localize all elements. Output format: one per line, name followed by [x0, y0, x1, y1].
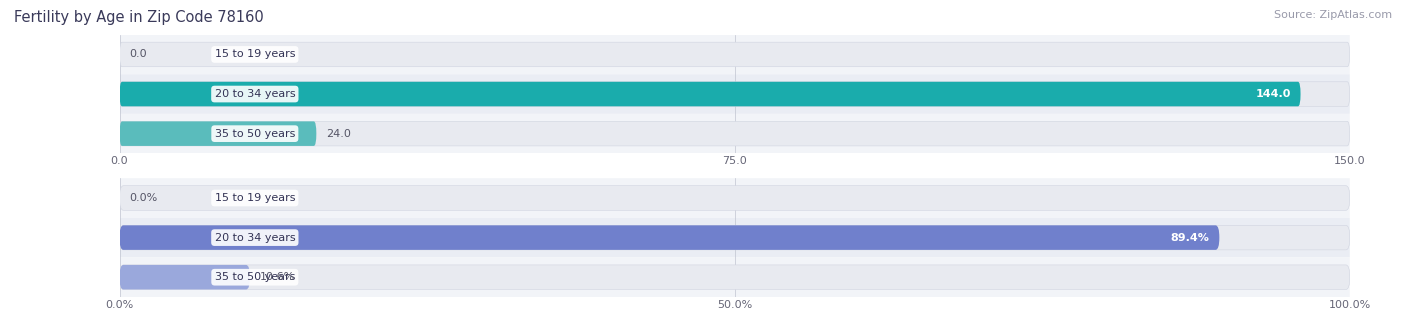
Text: 144.0: 144.0 [1256, 89, 1291, 99]
Text: 35 to 50 years: 35 to 50 years [215, 272, 295, 282]
Text: 10.6%: 10.6% [260, 272, 295, 282]
FancyBboxPatch shape [120, 82, 1301, 106]
FancyBboxPatch shape [120, 121, 1350, 146]
FancyBboxPatch shape [120, 42, 1350, 67]
Text: 0.0: 0.0 [129, 50, 148, 59]
FancyBboxPatch shape [120, 218, 1350, 257]
FancyBboxPatch shape [120, 35, 1350, 74]
FancyBboxPatch shape [120, 265, 1350, 289]
Text: Source: ZipAtlas.com: Source: ZipAtlas.com [1274, 10, 1392, 20]
FancyBboxPatch shape [120, 82, 1350, 106]
Text: 20 to 34 years: 20 to 34 years [215, 89, 295, 99]
Text: 35 to 50 years: 35 to 50 years [215, 129, 295, 139]
Text: 15 to 19 years: 15 to 19 years [215, 193, 295, 203]
Text: 24.0: 24.0 [326, 129, 352, 139]
FancyBboxPatch shape [120, 114, 1350, 153]
FancyBboxPatch shape [120, 178, 1350, 218]
FancyBboxPatch shape [120, 186, 1350, 210]
Text: 89.4%: 89.4% [1171, 233, 1209, 243]
FancyBboxPatch shape [120, 225, 1219, 250]
FancyBboxPatch shape [120, 121, 316, 146]
FancyBboxPatch shape [120, 225, 1350, 250]
Text: 0.0%: 0.0% [129, 193, 157, 203]
Text: 20 to 34 years: 20 to 34 years [215, 233, 295, 243]
Text: 15 to 19 years: 15 to 19 years [215, 50, 295, 59]
Text: Fertility by Age in Zip Code 78160: Fertility by Age in Zip Code 78160 [14, 10, 264, 25]
FancyBboxPatch shape [120, 265, 250, 289]
FancyBboxPatch shape [120, 257, 1350, 297]
FancyBboxPatch shape [120, 74, 1350, 114]
